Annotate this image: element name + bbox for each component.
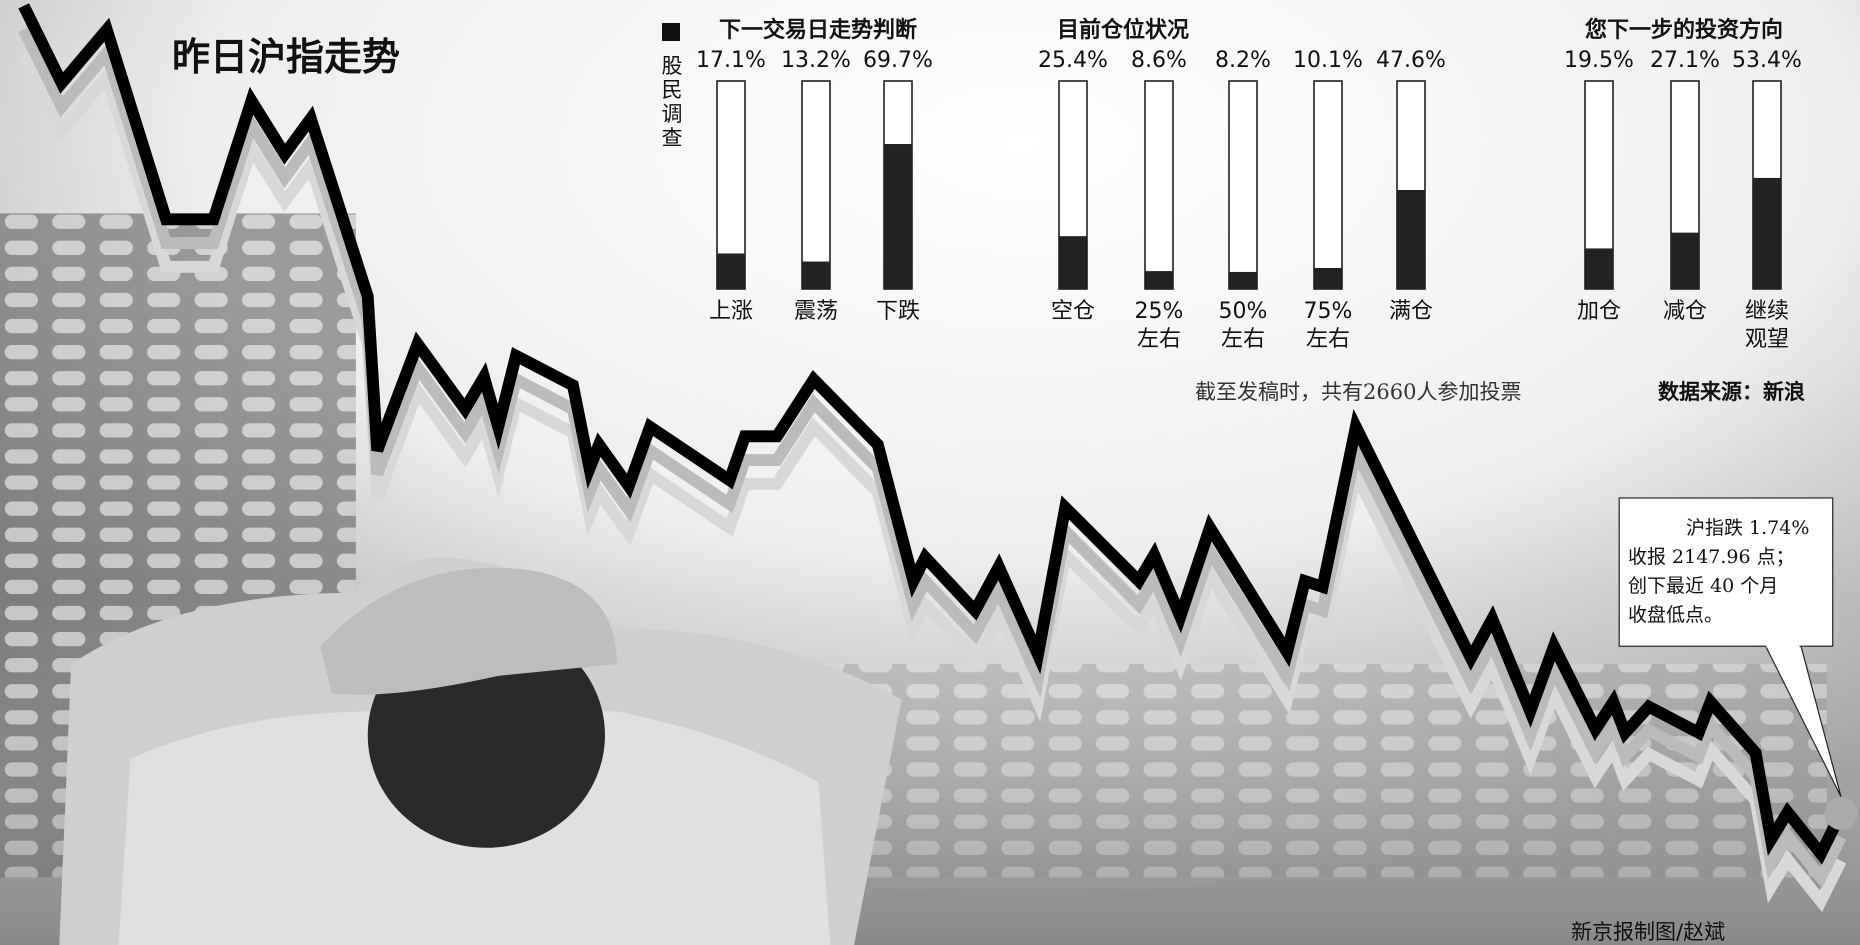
value-label: 53.4%	[1732, 48, 1802, 73]
chart-title: 下一交易日走势判断	[718, 17, 918, 43]
bar-frame	[801, 80, 831, 290]
chart-title: 您下一步的投资方向	[1584, 17, 1784, 43]
category-label: 75%左右	[1303, 299, 1353, 352]
value-label: 47.6%	[1376, 48, 1446, 73]
value-label: 25.4%	[1038, 48, 1108, 73]
category-label: 震荡	[793, 299, 838, 324]
callout-line: 沪指跌 1.74%	[1686, 517, 1810, 539]
category-label: 继续观望	[1744, 299, 1789, 352]
bar	[802, 261, 830, 289]
value-label: 17.1%	[696, 48, 766, 73]
bar-frame	[1313, 80, 1343, 290]
bar	[1753, 177, 1781, 289]
category-label: 满仓	[1388, 299, 1433, 324]
bar	[1145, 271, 1173, 289]
value-label: 13.2%	[781, 48, 851, 73]
category-label: 50%左右	[1218, 299, 1268, 352]
category-label: 下跌	[875, 299, 920, 324]
value-label: 8.2%	[1215, 48, 1271, 73]
category-label: 25%左右	[1134, 299, 1184, 352]
bar	[1314, 267, 1342, 289]
bar	[717, 253, 745, 289]
bar	[1671, 232, 1699, 289]
bar	[884, 144, 912, 289]
main-title: 昨日沪指走势	[172, 34, 401, 79]
value-label: 69.7%	[863, 48, 933, 73]
credit: 新京报制图/赵斌	[1571, 920, 1726, 944]
value-label: 19.5%	[1564, 48, 1634, 73]
bar	[1229, 271, 1257, 289]
bar	[1059, 236, 1087, 289]
value-label: 27.1%	[1650, 48, 1720, 73]
bar-frame	[1144, 80, 1174, 290]
bar-frame	[1228, 80, 1258, 290]
callout-line: 收盘低点。	[1628, 604, 1724, 626]
source: 数据来源：新浪	[1658, 380, 1805, 404]
category-label: 加仓	[1576, 299, 1621, 324]
legend-label: 股民调查	[661, 54, 683, 150]
value-label: 8.6%	[1131, 48, 1187, 73]
category-label: 上涨	[708, 299, 753, 324]
callout: 沪指跌 1.74% 收报 2147.96 点； 创下最近 40 个月 收盘低点。	[1628, 514, 1809, 630]
bar	[1397, 189, 1425, 289]
value-label: 10.1%	[1293, 48, 1363, 73]
category-label: 空仓	[1050, 299, 1095, 324]
chart-title: 目前仓位状况	[1056, 17, 1190, 43]
legend-swatch	[662, 23, 680, 41]
bar	[1585, 248, 1613, 289]
category-label: 减仓	[1662, 299, 1707, 324]
callout-line: 创下最近 40 个月	[1628, 575, 1779, 597]
callout-line: 收报 2147.96 点；	[1628, 546, 1795, 568]
note: 截至发稿时，共有2660人参加投票	[1195, 380, 1522, 404]
